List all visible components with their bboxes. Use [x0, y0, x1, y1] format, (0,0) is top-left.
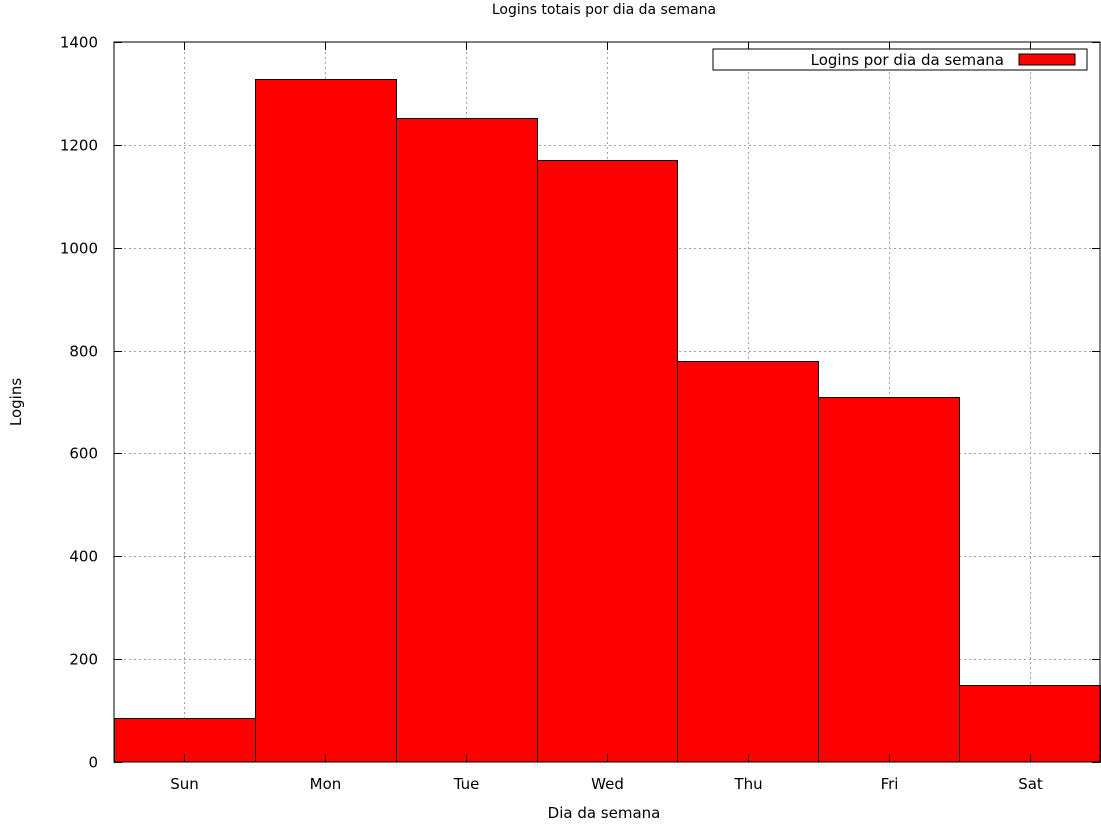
x-axis-label: Dia da semana: [548, 804, 661, 822]
chart-title: Logins totais por dia da semana: [492, 2, 716, 18]
bar-fri: [818, 397, 960, 763]
bar-thu: [677, 361, 819, 763]
y-tick-label: 200: [69, 651, 98, 669]
legend: Logins por dia da semana: [712, 48, 1088, 71]
x-tick-label: Wed: [591, 775, 624, 793]
y-tick-label: 400: [69, 548, 98, 566]
bar-sat: [959, 685, 1101, 763]
x-tick-label: Sat: [1018, 775, 1043, 793]
x-tick-label: Tue: [453, 775, 480, 793]
y-tick-label: 800: [69, 343, 98, 361]
y-tick-label: 1000: [60, 240, 98, 258]
bar-wed: [537, 160, 678, 763]
bar-mon: [255, 79, 397, 763]
bars: [114, 79, 1101, 763]
x-tick-label: Mon: [310, 775, 342, 793]
legend-box: [712, 48, 1088, 71]
y-axis-label: Logins: [7, 378, 25, 426]
x-tick-label: Sun: [170, 775, 199, 793]
x-tick-label: Fri: [881, 775, 899, 793]
bar-tue: [396, 118, 538, 763]
y-tick-label: 0: [88, 754, 98, 772]
legend-swatch: [1018, 53, 1076, 66]
legend-label: Logins por dia da semana: [811, 51, 1004, 69]
y-tick-label: 1200: [60, 137, 98, 155]
axis-ticks: 0 200 400 600 800 1000 1200 1400 Sun Mon Tue Wed Thu…: [60, 34, 1100, 793]
y-tick-label: 1400: [60, 34, 98, 52]
y-tick-label: 600: [69, 445, 98, 463]
x-tick-label: Thu: [733, 775, 762, 793]
